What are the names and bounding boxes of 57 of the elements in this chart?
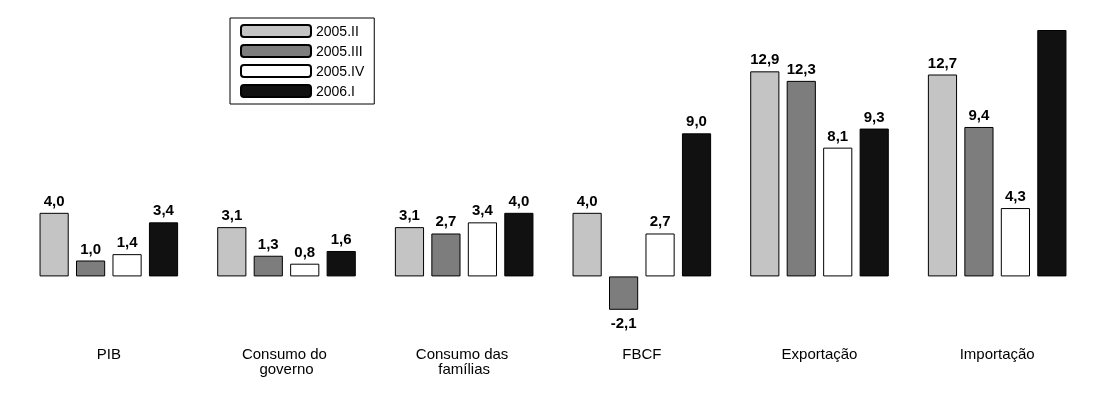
data-label: 9,3 [863,107,885,125]
bar [217,227,247,277]
data-label: 8,1 [827,126,849,144]
data-label: 3,4 [471,201,494,219]
bar [148,222,179,277]
data-label: 2,7 [435,212,457,230]
bar [504,212,534,277]
bar [394,227,425,277]
bar [964,126,994,277]
data-label: 3,1 [221,206,243,224]
legend-label: 2005.III [316,43,363,59]
data-label: 3,1 [399,206,420,224]
bar [750,71,780,277]
bar [253,255,283,277]
x-tick-label: Consumo do governo [241,345,332,377]
bar [786,80,816,277]
bar [39,212,69,277]
bar [645,233,675,277]
bar [927,74,958,277]
bar [859,128,889,277]
bar [823,147,853,277]
x-tick-label: FBCF [622,345,662,362]
data-label: 9,4 [968,105,991,123]
data-label: 9,0 [686,112,707,130]
x-tick-label: Consumo das famílias [415,345,513,377]
bar [1037,30,1067,277]
bar [572,212,602,277]
data-label: 3,4 [153,201,175,219]
bar [609,276,639,310]
data-label: 4,0 [43,191,65,209]
data-label: -2,1 [610,313,637,331]
data-label: 1,4 [116,233,139,251]
data-label: 12,3 [786,59,816,77]
data-label: 2,7 [649,212,671,230]
data-label: 4,3 [1004,187,1026,205]
legend-label: 2005.IV [316,63,365,79]
legend-label: 2005.II [316,23,359,39]
data-label: 0,8 [294,242,316,260]
bar [681,133,712,277]
bar [467,222,497,277]
bar [1000,208,1030,277]
bar [112,254,142,277]
x-tick-label: PIB [96,345,121,362]
data-label: 1,0 [80,239,102,257]
legend-label: 2006.I [316,83,355,99]
x-tick-label: Exportação [781,345,858,362]
bar [326,250,356,277]
bar [290,263,320,277]
bar [76,260,106,277]
data-label: 4,0 [576,191,598,209]
data-label: 12,9 [750,50,780,68]
bar [431,233,461,277]
data-label: 12,7 [927,53,958,71]
data-label: 1,6 [330,229,352,247]
data-label: 4,0 [508,191,530,209]
data-label: 1,3 [257,234,279,252]
x-tick-label: Importação [959,345,1035,362]
